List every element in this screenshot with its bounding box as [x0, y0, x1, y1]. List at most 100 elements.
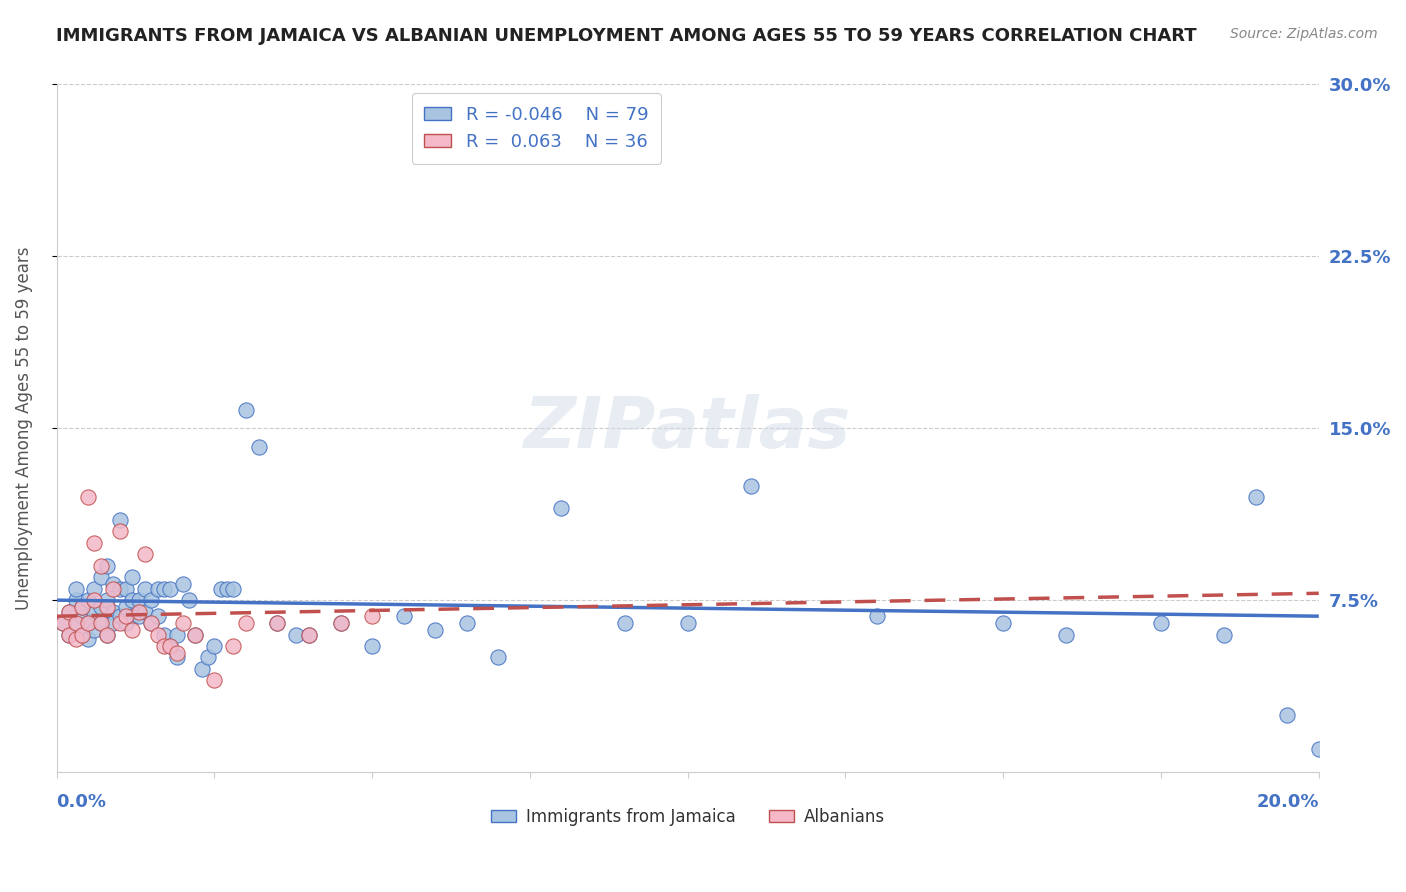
Point [298, 627, 321, 641]
Point [115, 616, 138, 631]
Point [202, 673, 225, 688]
Point [266, 616, 288, 631]
Point [153, 627, 176, 641]
Point [115, 609, 138, 624]
Point [209, 582, 232, 596]
Point [146, 582, 169, 596]
Point [141, 616, 163, 631]
Point [247, 440, 270, 454]
Point [121, 593, 143, 607]
Legend: Immigrants from Jamaica, Albanians: Immigrants from Jamaica, Albanians [484, 801, 891, 832]
Text: 0.0%: 0.0% [56, 793, 107, 811]
Point [70, 600, 93, 615]
Point [676, 616, 699, 631]
Point [550, 501, 572, 516]
Point [146, 609, 169, 624]
Point [1308, 742, 1330, 756]
Point [77, 593, 100, 607]
Point [115, 582, 138, 596]
Point [103, 582, 125, 596]
Point [329, 616, 352, 631]
Point [77, 616, 100, 631]
Text: 20.0%: 20.0% [1257, 793, 1319, 811]
Point [77, 632, 100, 646]
Point [70, 627, 93, 641]
Point [121, 623, 143, 637]
Point [1150, 616, 1173, 631]
Point [65, 616, 87, 631]
Point [153, 639, 176, 653]
Point [1213, 627, 1236, 641]
Point [166, 650, 188, 665]
Point [425, 623, 447, 637]
Point [141, 616, 163, 631]
Point [108, 582, 131, 596]
Point [128, 609, 150, 624]
Point [866, 609, 889, 624]
Point [166, 646, 188, 660]
Point [361, 639, 384, 653]
Point [77, 616, 100, 631]
Point [90, 570, 112, 584]
Point [146, 627, 169, 641]
Point [65, 632, 87, 646]
Point [1277, 707, 1299, 722]
Point [298, 627, 321, 641]
Point [179, 593, 201, 607]
Point [121, 609, 143, 624]
Point [103, 616, 125, 631]
Point [235, 616, 257, 631]
Point [65, 593, 87, 607]
Point [128, 605, 150, 619]
Point [128, 593, 150, 607]
Point [456, 616, 478, 631]
Point [96, 558, 118, 573]
Point [58, 627, 80, 641]
Point [108, 609, 131, 624]
Point [58, 627, 80, 641]
Point [153, 582, 176, 596]
Point [77, 490, 100, 504]
Point [222, 582, 245, 596]
Point [134, 582, 156, 596]
Point [90, 600, 112, 615]
Point [90, 558, 112, 573]
Point [172, 577, 194, 591]
Point [65, 616, 87, 631]
Point [1054, 627, 1077, 641]
Point [58, 605, 80, 619]
Point [159, 639, 181, 653]
Point [159, 639, 181, 653]
Point [197, 650, 219, 665]
Point [134, 605, 156, 619]
Point [108, 616, 131, 631]
Point [613, 616, 636, 631]
Point [159, 582, 181, 596]
Point [52, 616, 75, 631]
Point [58, 605, 80, 619]
Y-axis label: Unemployment Among Ages 55 to 59 years: Unemployment Among Ages 55 to 59 years [15, 246, 32, 610]
Point [70, 609, 93, 624]
Point [166, 627, 188, 641]
Point [740, 478, 762, 492]
Point [65, 582, 87, 596]
Point [70, 627, 93, 641]
Point [70, 600, 93, 615]
Point [235, 403, 257, 417]
Point [392, 609, 415, 624]
Point [266, 616, 288, 631]
Text: Source: ZipAtlas.com: Source: ZipAtlas.com [1230, 27, 1378, 41]
Point [993, 616, 1015, 631]
Point [52, 616, 75, 631]
Point [83, 582, 105, 596]
Point [361, 609, 384, 624]
Point [103, 605, 125, 619]
Point [103, 577, 125, 591]
Point [190, 662, 212, 676]
Point [96, 627, 118, 641]
Point [184, 627, 207, 641]
Point [1244, 490, 1267, 504]
Point [96, 593, 118, 607]
Point [83, 623, 105, 637]
Point [172, 616, 194, 631]
